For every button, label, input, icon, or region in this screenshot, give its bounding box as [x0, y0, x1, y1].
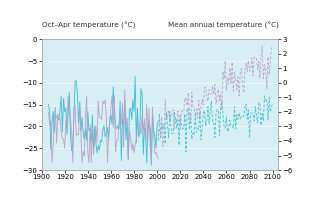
- Text: Oct–Apr temperature (°C): Oct–Apr temperature (°C): [42, 22, 135, 29]
- Text: Mean annual temperature (°C): Mean annual temperature (°C): [168, 22, 278, 29]
- Legend: Winter (Oct–Apr), Annual: Winter (Oct–Apr), Annual: [96, 216, 224, 218]
